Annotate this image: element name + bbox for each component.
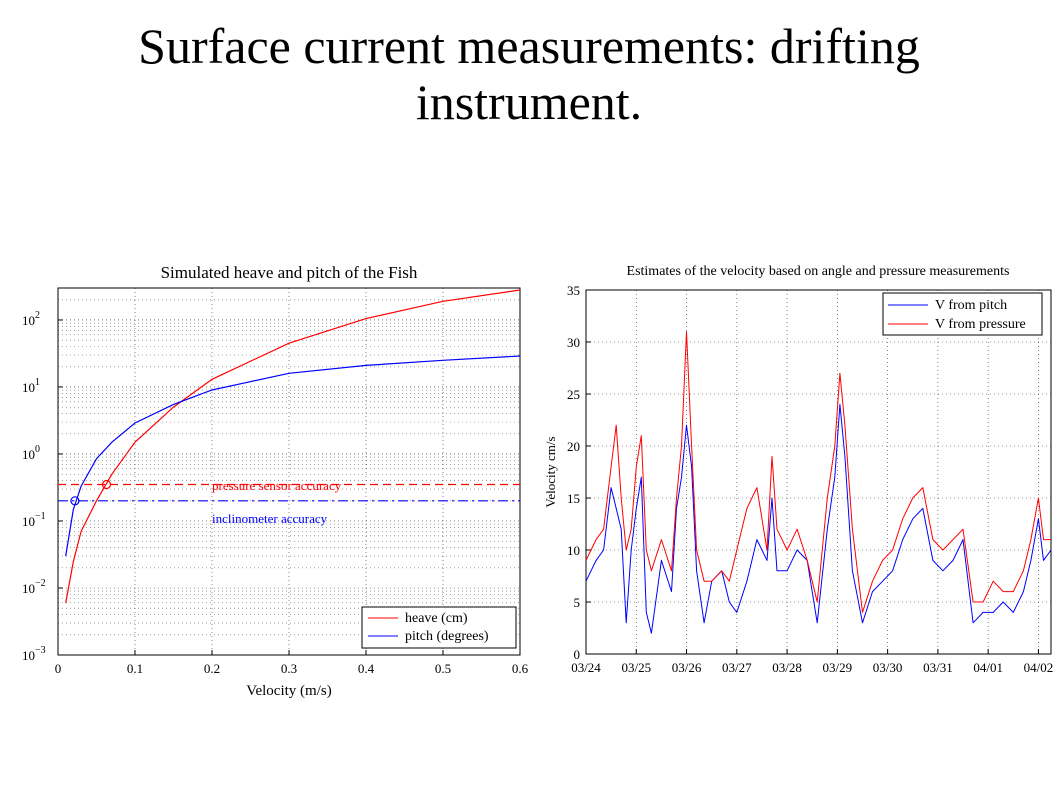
x-tick-label: 03/27: [722, 660, 752, 675]
legend-pitch-label: pitch (degrees): [405, 629, 489, 644]
x-tick-label: 0.3: [281, 661, 297, 676]
x-tick-label: 03/25: [621, 660, 651, 675]
series-line: [65, 289, 521, 604]
series: [65, 289, 521, 604]
x-tick-label: 03/31: [923, 660, 953, 675]
x-tick-label: 04/02: [1024, 660, 1054, 675]
x-tick-label: 03/26: [672, 660, 702, 675]
y-tick-label: 10: [567, 543, 580, 558]
x-axis-label: Velocity (m/s): [246, 683, 331, 699]
legend-heave-label: heave (cm): [405, 611, 468, 626]
y-tick-label: 20: [567, 439, 580, 454]
chart-title: Simulated heave and pitch of the Fish: [161, 263, 418, 282]
axis-ticks: 0 5 10 15 20 25 30 35 03/24 03/25 03/26 03/27 03/28 0…: [567, 283, 1053, 675]
x-tick-label: 0.1: [127, 661, 143, 676]
inclinometer-accuracy-label: inclinometer accuracy: [212, 511, 328, 526]
x-tick-label: 04/01: [973, 660, 1003, 675]
y-tick-label: 35: [567, 283, 580, 298]
series-line: [585, 403, 1052, 634]
x-tick-label: 0.5: [435, 661, 451, 676]
intersection-marker: [101, 479, 112, 490]
x-tick-label: 03/28: [772, 660, 802, 675]
y-tick-label: 25: [567, 387, 580, 402]
chart-title: Estimates of the velocity based on angle…: [627, 264, 1010, 279]
slide-title: Surface current measurements: drifting i…: [0, 18, 1058, 130]
intersection-marker: [70, 496, 80, 506]
x-tick-label: 0.2: [204, 661, 220, 676]
x-tick-label: 03/24: [571, 660, 601, 675]
y-tick-label: 5: [574, 595, 581, 610]
slide-title-line1: Surface current measurements: drifting: [138, 18, 920, 74]
legend-pitch-label: V from pitch: [935, 298, 1007, 313]
x-tick-label: 03/29: [823, 660, 853, 675]
x-tick-label: 0.6: [512, 661, 529, 676]
plot-frame: [585, 289, 1052, 655]
legend: heave (cm) pitch (degrees): [361, 606, 517, 649]
reference-lines: [58, 483, 520, 502]
grid: [57, 287, 521, 656]
series-line: [585, 331, 1051, 613]
series-line: [65, 355, 521, 557]
legend-pressure-label: V from pressure: [935, 317, 1026, 332]
y-tick-label: 15: [567, 491, 580, 506]
slide-title-line2: instrument.: [415, 74, 643, 130]
x-tick-label: 0.4: [358, 661, 375, 676]
series: [585, 331, 1052, 634]
pressure-accuracy-label: pressure sensor accuracy: [212, 478, 342, 493]
y-axis-label: Velocity cm/s: [543, 436, 558, 507]
y-tick-label: 0: [574, 647, 581, 662]
legend: V from pitch V from pressure: [882, 292, 1043, 336]
x-tick-label: 0: [55, 661, 62, 676]
x-tick-label: 03/30: [873, 660, 903, 675]
y-tick-label: 30: [567, 335, 580, 350]
